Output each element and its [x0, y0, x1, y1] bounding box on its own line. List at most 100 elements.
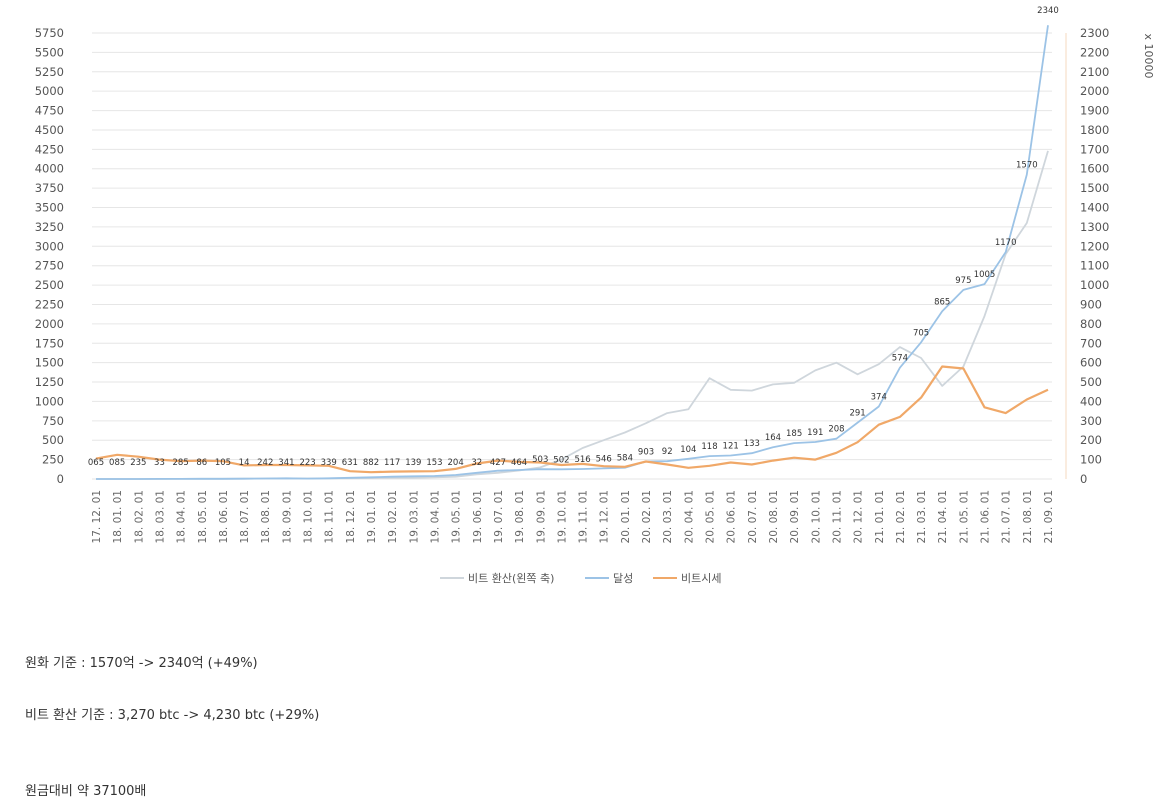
x-tick-label: 21. 09. 01: [1043, 490, 1055, 543]
x-tick-label: 17. 12. 01: [91, 490, 103, 543]
y-right-tick-label: 1600: [1080, 162, 1109, 176]
y-left-tick-label: 2250: [35, 297, 64, 311]
y-right-tick-label: 1200: [1080, 239, 1109, 253]
y-left-tick-label: 5000: [35, 84, 64, 98]
y-right-tick-label: 1800: [1080, 123, 1109, 137]
x-tick-label: 19. 12. 01: [599, 490, 611, 543]
y-right-tick-label: 200: [1080, 433, 1102, 447]
data-label: 121: [723, 442, 739, 452]
data-label: 185: [786, 429, 802, 439]
data-label: 204: [448, 458, 464, 468]
y-right-tick-label: 1900: [1080, 104, 1109, 118]
x-tick-label: 19. 01. 01: [366, 490, 378, 543]
x-tick-label: 19. 03. 01: [408, 490, 420, 543]
data-label: 546: [596, 454, 612, 464]
x-tick-label: 18. 05. 01: [197, 490, 209, 543]
data-label: 339: [321, 458, 337, 468]
y-left-tick-label: 5250: [35, 65, 64, 79]
y-right-tick-label: 900: [1080, 297, 1102, 311]
data-label: 235: [130, 458, 146, 468]
data-label: 32: [471, 458, 482, 468]
y-right-tick-label: 2100: [1080, 65, 1109, 79]
y-right-tick-label: 100: [1080, 453, 1102, 467]
y-right-tick-label: 1100: [1080, 259, 1109, 273]
x-tick-label: 19. 06. 01: [472, 490, 484, 543]
note-principal-ratio: 원금대비 약 37100배: [25, 784, 147, 799]
y-left-tick-label: 4500: [35, 123, 64, 137]
y-left-tick-label: 3000: [35, 239, 64, 253]
data-label: 133: [744, 439, 760, 449]
data-label: 285: [173, 458, 189, 468]
y-right-tick-label: 2300: [1080, 26, 1109, 40]
x-tick-label: 18. 01. 01: [112, 490, 124, 543]
data-label: 191: [807, 428, 823, 438]
y-right-tick-label: 2200: [1080, 45, 1109, 59]
x-tick-label: 20. 01. 01: [620, 490, 632, 543]
x-tick-label: 21. 01. 01: [874, 490, 886, 543]
data-label: 882: [363, 458, 379, 468]
y-left-tick-label: 1000: [35, 394, 64, 408]
x-tick-label: 21. 05. 01: [958, 490, 970, 543]
data-label: 903: [638, 447, 654, 457]
x-tick-label: 20. 11. 01: [831, 490, 843, 543]
y-right-tick-label: 500: [1080, 375, 1102, 389]
x-tick-label: 19. 08. 01: [514, 490, 526, 543]
y-left-tick-label: 3500: [35, 201, 64, 215]
y-left-tick-label: 5500: [35, 45, 64, 59]
x-tick-label: 18. 07. 01: [239, 490, 251, 543]
x-tick-label: 20. 05. 01: [705, 490, 717, 543]
data-label: 153: [426, 458, 442, 468]
note-krw-basis: 원화 기준 : 1570억 -> 2340억 (+49%): [25, 656, 258, 671]
y-left-tick-label: 4750: [35, 104, 64, 118]
x-tick-label: 18. 12. 01: [345, 490, 357, 543]
data-label: 92: [662, 447, 673, 457]
data-label: 374: [871, 392, 887, 402]
data-label: 631: [342, 458, 358, 468]
data-label: 2340: [1037, 6, 1059, 16]
data-label: 427: [490, 458, 506, 468]
x-tick-label: 21. 04. 01: [937, 490, 949, 543]
data-label: 516: [574, 455, 590, 465]
x-tick-label: 18. 10. 01: [303, 490, 315, 543]
y-right-tick-label: 1300: [1080, 220, 1109, 234]
data-label: 208: [828, 425, 844, 435]
data-label: 503: [532, 455, 548, 465]
data-label: 502: [553, 455, 569, 465]
x-tick-label: 20. 04. 01: [683, 490, 695, 543]
data-label: 86: [196, 458, 207, 468]
legend-label-3: 비트시세: [681, 572, 721, 585]
data-label: 1170: [995, 238, 1017, 248]
data-label: 865: [934, 297, 950, 307]
data-label: 242: [257, 458, 273, 468]
series-line-2: [96, 25, 1049, 480]
x-tick-label: 19. 02. 01: [387, 490, 399, 543]
data-label: 1005: [974, 270, 996, 280]
data-label: 117: [384, 458, 400, 468]
data-label: 223: [299, 458, 315, 468]
x-tick-label: 21. 06. 01: [980, 490, 992, 543]
x-tick-label: 20. 07. 01: [747, 490, 759, 543]
y-right-unit-label: x 10000: [1142, 34, 1155, 79]
y-left-tick-label: 750: [42, 414, 64, 428]
x-tick-label: 19. 09. 01: [535, 490, 547, 543]
data-label: 065: [88, 458, 104, 468]
y-left-tick-label: 1250: [35, 375, 64, 389]
x-tick-label: 19. 07. 01: [493, 490, 505, 543]
data-label: 584: [617, 454, 633, 464]
y-right-tick-label: 700: [1080, 336, 1102, 350]
x-tick-label: 18. 09. 01: [281, 490, 293, 543]
y-right-tick-label: 300: [1080, 414, 1102, 428]
y-left-tick-label: 2500: [35, 278, 64, 292]
y-left-tick-label: 2000: [35, 317, 64, 331]
data-label: 574: [892, 354, 908, 364]
x-tick-label: 19. 05. 01: [451, 490, 463, 543]
y-left-tick-label: 2750: [35, 259, 64, 273]
y-right-tick-label: 800: [1080, 317, 1102, 331]
y-left-tick-label: 1500: [35, 356, 64, 370]
y-right-tick-label: 1700: [1080, 142, 1109, 156]
x-tick-label: 20. 12. 01: [853, 490, 865, 543]
y-left-tick-label: 4000: [35, 162, 64, 176]
y-left-tick-label: 5750: [35, 26, 64, 40]
y-left-tick-label: 1750: [35, 336, 64, 350]
line-chart: 0 250 500 750 1000 1250 1500 1750 2000 2250 2500 27…: [35, 6, 1155, 585]
